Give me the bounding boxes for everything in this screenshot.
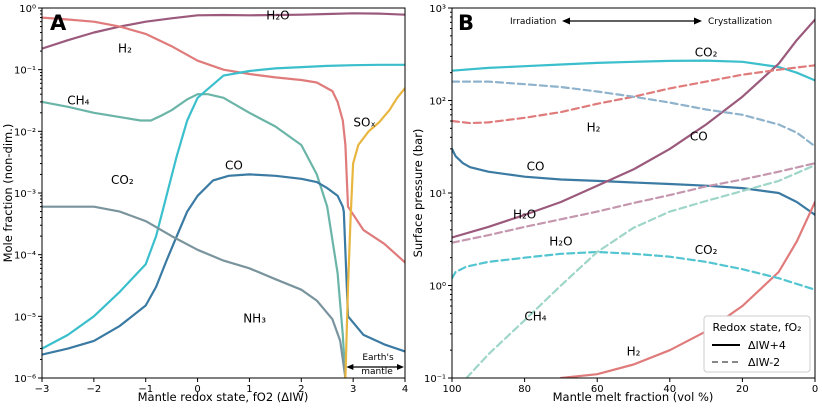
series-h2o-label: H₂O bbox=[266, 9, 289, 23]
series-ch4-label: CH₄ bbox=[67, 94, 89, 108]
process-arrowhead-right bbox=[694, 17, 702, 25]
x-tick-label: 3 bbox=[350, 384, 356, 395]
earths-mantle-arrowhead-right bbox=[397, 364, 404, 370]
series-ch4-line bbox=[42, 93, 347, 378]
panel-b: 100 80 60 40 20 0 10⁻¹ 10⁰ 10¹ 10² 10³ CO₂ CO H₂O H₂ H… bbox=[411, 4, 818, 404]
y-tick-label: 10⁻¹ bbox=[14, 66, 36, 77]
legend-entry-solid: ΔIW+4 bbox=[748, 339, 786, 352]
panel-b-series bbox=[452, 18, 815, 378]
panel-a-series-labels: H₂O H₂ CH₄ CO₂ CO NH₃ SOₓ bbox=[67, 9, 376, 326]
x-tick-label: −1 bbox=[138, 384, 153, 395]
x-tick-label: 0 bbox=[194, 384, 200, 395]
legend: Redox state, fO₂ ΔIW+4 ΔIW-2 bbox=[703, 315, 811, 373]
legend-box bbox=[703, 315, 811, 373]
x-tick-label: 1 bbox=[246, 384, 252, 395]
x-tick-label: 100 bbox=[442, 384, 461, 395]
series-co2-dashed-line bbox=[452, 250, 815, 291]
x-tick-label: 2 bbox=[298, 384, 304, 395]
y-tick-label: 10¹ bbox=[429, 189, 446, 200]
series-h2o-dashed-line bbox=[452, 162, 815, 244]
series-h2-line bbox=[42, 16, 405, 264]
panel-a-ylabel: Mole fraction (non-dim.) bbox=[1, 124, 15, 263]
y-tick-label: 10⁻² bbox=[14, 127, 36, 138]
panel-a-xlabel-text: Mantle redox state, fO2 (ΔIW) bbox=[138, 390, 309, 404]
series-h2-label: H₂ bbox=[118, 41, 132, 55]
series-nh3-line bbox=[42, 205, 347, 378]
panel-b-ylabel: Surface pressure (bar) bbox=[411, 129, 425, 258]
legend-title: Redox state, fO₂ bbox=[712, 321, 801, 334]
y-tick-label: 10⁻³ bbox=[14, 189, 36, 200]
panel-b-xlabel: Mantle melt fraction (vol %) bbox=[553, 390, 714, 404]
series-co2-label: CO₂ bbox=[111, 173, 134, 187]
earths-mantle-annotation: Earth's mantle bbox=[346, 353, 404, 377]
x-tick-label: 0 bbox=[812, 384, 818, 395]
series-ch4-dashed-line bbox=[465, 164, 815, 378]
x-tick-label: 4 bbox=[402, 384, 408, 395]
series-sox-label: SOₓ bbox=[353, 115, 375, 129]
series-h2-dashed-label: H₂ bbox=[587, 121, 601, 135]
x-tick-label: 40 bbox=[663, 384, 676, 395]
panel-a: −3 −2 −1 0 1 2 3 4 10⁻⁶ 10⁻⁵ 10⁻⁴ 10⁻³ 10⁻² 10⁻¹ 10⁰ H… bbox=[1, 4, 408, 404]
panel-b-label: B bbox=[458, 11, 474, 35]
series-co2-solid-line bbox=[452, 59, 815, 82]
x-tick-label: −3 bbox=[35, 384, 50, 395]
x-tick-label: −2 bbox=[86, 384, 101, 395]
earths-mantle-text-2: mantle bbox=[361, 367, 393, 377]
panel-b-series-labels: CO₂ CO H₂O H₂ H₂ CO H₂O CO₂ CH₄ bbox=[513, 45, 718, 358]
y-tick-label: 10⁻¹ bbox=[424, 374, 446, 385]
y-tick-label: 10⁻⁶ bbox=[14, 374, 36, 385]
x-tick-label: 60 bbox=[591, 384, 604, 395]
series-ch4-dashed-label: CH₄ bbox=[524, 309, 546, 323]
irradiation-text: Irradiation bbox=[510, 17, 556, 27]
y-tick-label: 10⁰ bbox=[19, 4, 36, 15]
series-co-label: CO bbox=[225, 159, 243, 173]
series-sox-line bbox=[344, 87, 405, 378]
series-h2o-solid-line bbox=[452, 18, 815, 239]
series-co2-solid-label: CO₂ bbox=[695, 45, 718, 59]
earths-mantle-arrowhead-left bbox=[346, 364, 354, 370]
y-tick-label: 10⁻⁵ bbox=[14, 312, 36, 323]
series-co-solid-label: CO bbox=[527, 160, 545, 174]
panel-a-frame bbox=[41, 7, 406, 379]
panel-a-series bbox=[42, 12, 405, 378]
series-co2-dashed-label: CO₂ bbox=[695, 243, 718, 257]
series-h2o-line bbox=[42, 12, 405, 50]
series-nh3-label: NH₃ bbox=[243, 311, 266, 325]
series-h2-solid-label: H₂ bbox=[627, 345, 641, 359]
series-co-line bbox=[42, 173, 405, 356]
x-tick-label: 20 bbox=[736, 384, 749, 395]
series-co2-line bbox=[42, 63, 405, 350]
panel-b-ticks: 100 80 60 40 20 0 10⁻¹ 10⁰ 10¹ 10² 10³ bbox=[424, 4, 818, 395]
y-tick-label: 10⁻⁴ bbox=[14, 251, 36, 262]
y-tick-label: 10² bbox=[429, 97, 446, 108]
process-arrowhead-left bbox=[562, 17, 570, 25]
panel-a-xlabel: Mantle redox state, fO2 (ΔIW) bbox=[138, 390, 309, 404]
series-h2o-dashed-label: H₂O bbox=[549, 235, 572, 249]
series-co-dashed-line bbox=[452, 80, 815, 148]
series-co-solid-line bbox=[452, 147, 815, 216]
x-tick-label: 80 bbox=[518, 384, 531, 395]
y-tick-label: 10⁰ bbox=[429, 282, 446, 293]
panel-a-ticks: −3 −2 −1 0 1 2 3 4 10⁻⁶ 10⁻⁵ 10⁻⁴ 10⁻³ 10⁻² 10⁻¹ 10⁰ bbox=[14, 4, 408, 395]
crystallization-text: Crystallization bbox=[708, 17, 772, 27]
earths-mantle-text-1: Earth's bbox=[362, 353, 394, 363]
irradiation-crystallization-annotation: Irradiation Crystallization bbox=[510, 17, 772, 27]
y-tick-label: 10³ bbox=[429, 4, 446, 15]
panel-a-label: A bbox=[50, 11, 67, 35]
series-co-dashed-label: CO bbox=[690, 129, 708, 143]
series-h2o-solid-label: H₂O bbox=[513, 208, 536, 222]
series-h2-dashed-line bbox=[452, 64, 815, 125]
legend-entry-dashed: ΔIW-2 bbox=[748, 356, 780, 369]
